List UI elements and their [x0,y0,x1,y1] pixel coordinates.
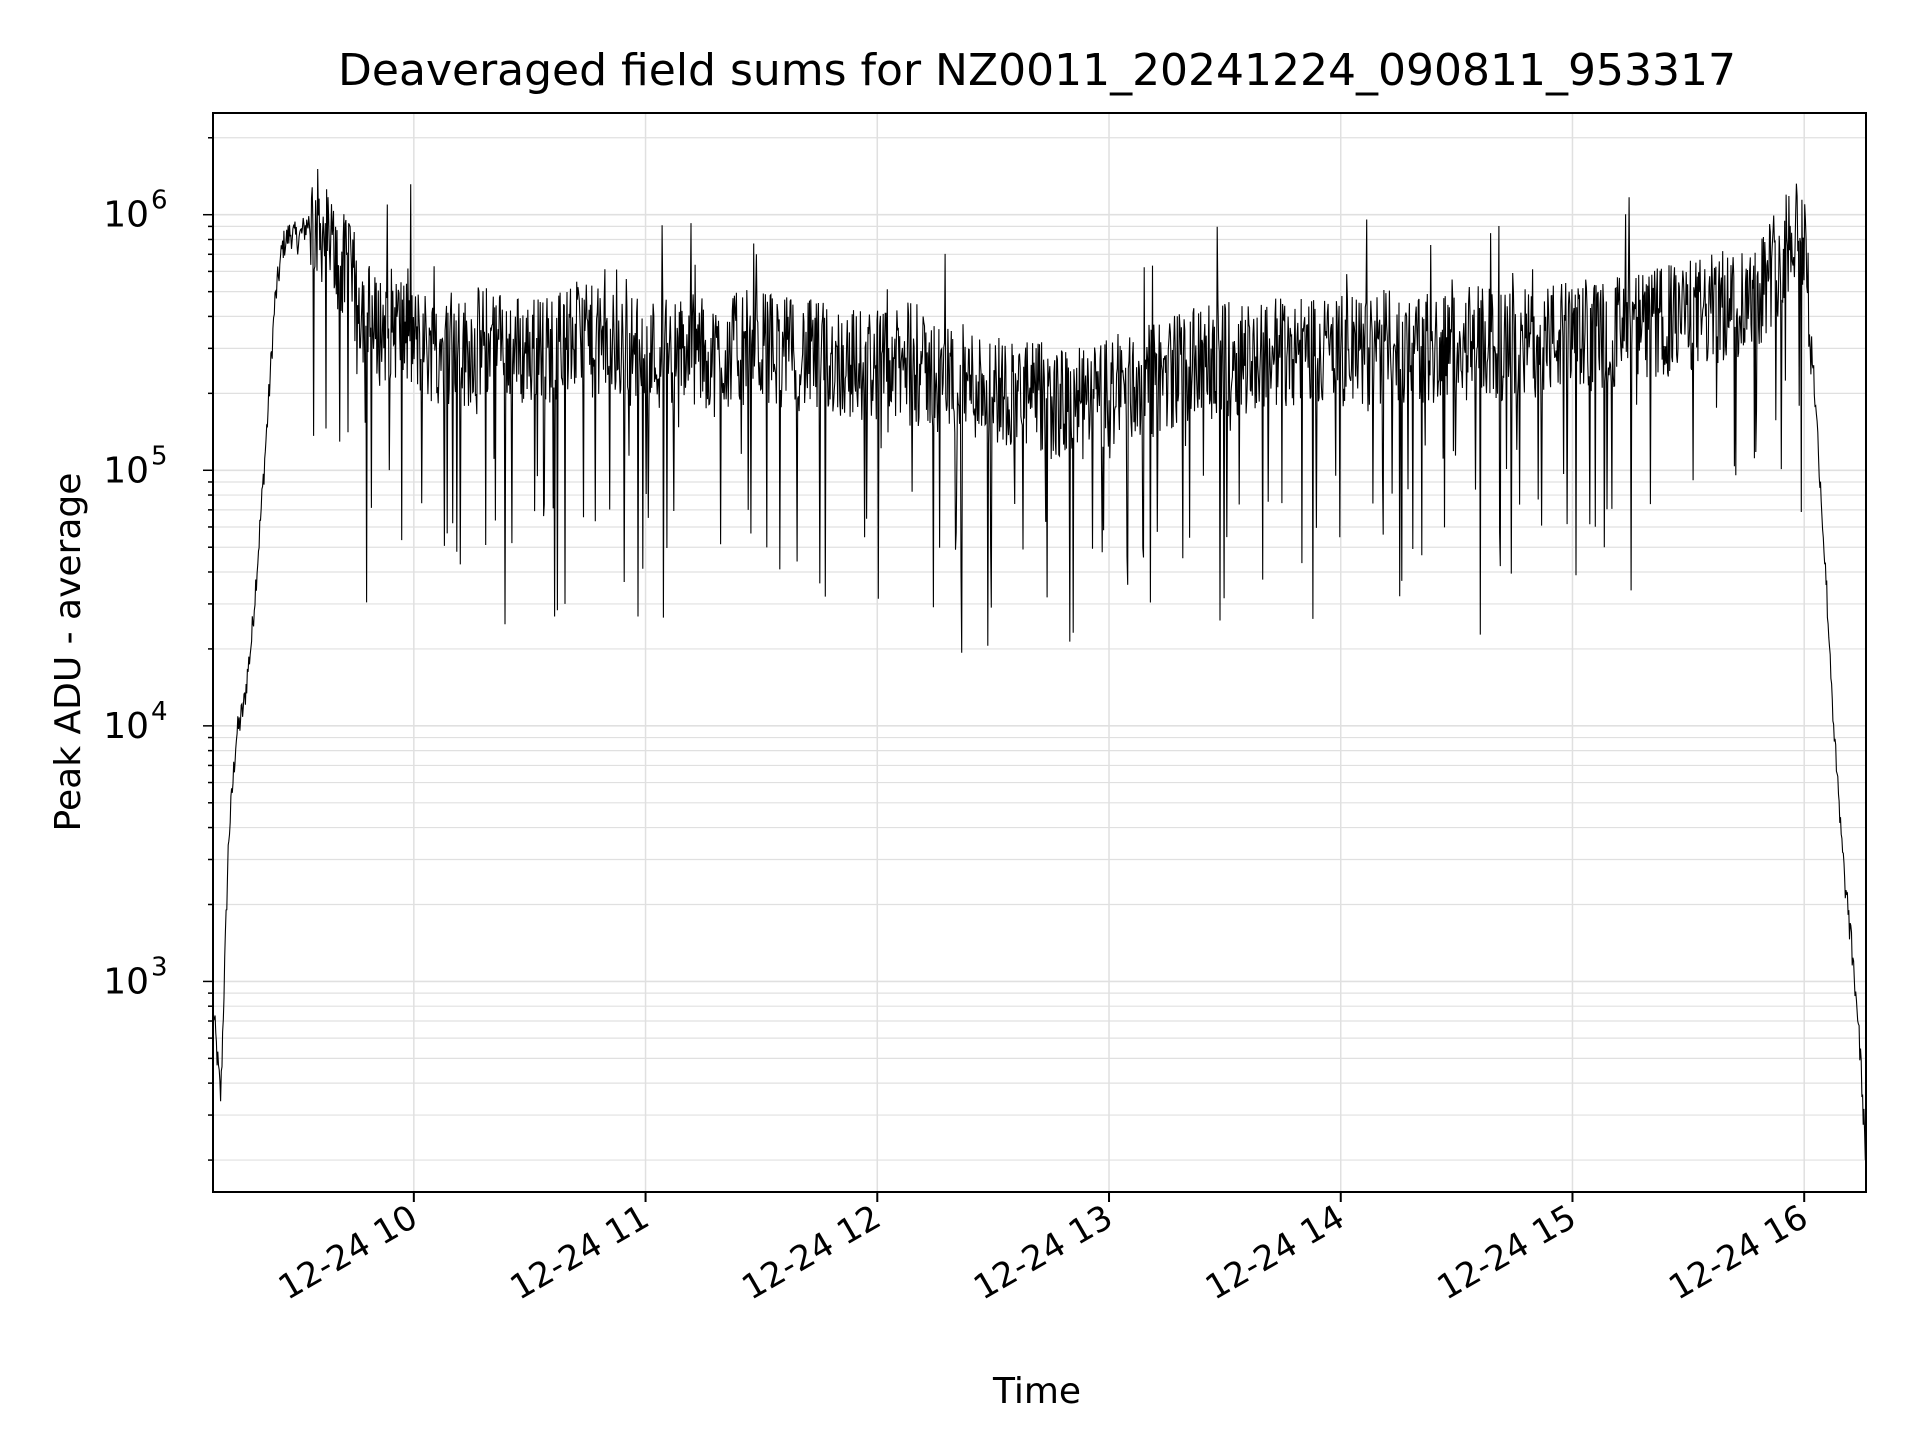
series-line [212,168,1867,1163]
y-tick-exponent: 6 [151,186,168,216]
y-tick-base: 10 [103,450,149,491]
plot-frame [212,112,1867,1193]
y-tick-label: 10 [103,706,149,747]
chart-title: Deaveraged field sums for NZ0011_2024122… [338,45,1736,96]
y-tick-label: 10 [103,195,149,236]
x-axis-label: Time [992,1371,1081,1412]
y-tick-exponent: 5 [151,441,168,471]
y-axis-label: Peak ADU - average [48,473,89,832]
series-group [212,168,1867,1163]
y-tick-base: 10 [103,961,149,1002]
y-tick-label: 10 [103,450,149,491]
y-tick-label: 10 [103,961,149,1002]
y-tick-base: 10 [103,706,149,747]
y-tick-exponent: 3 [151,952,168,982]
y-tick-exponent: 4 [151,697,168,727]
y-tick-base: 10 [103,195,149,236]
